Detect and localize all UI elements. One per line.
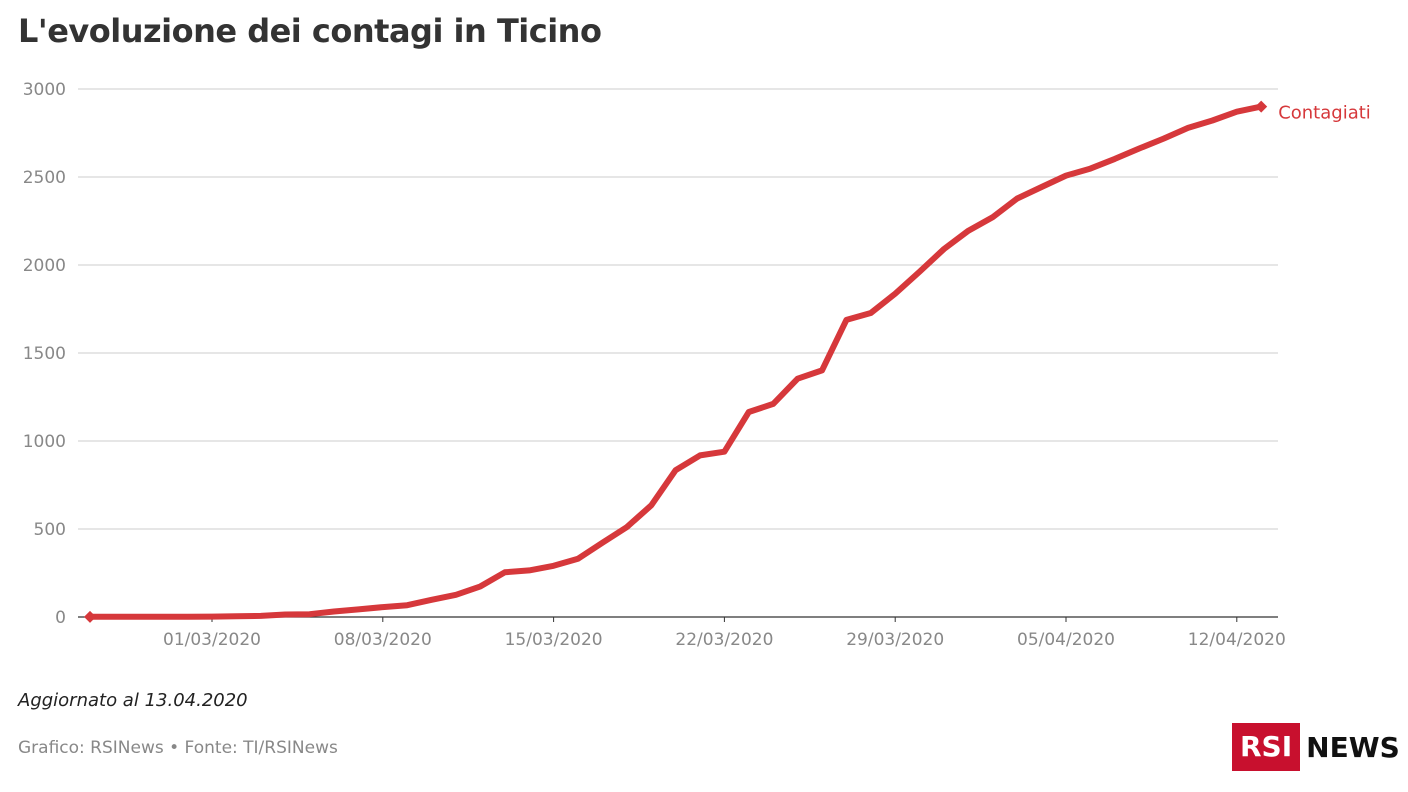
- y-tick-label: 1000: [23, 432, 66, 452]
- x-tick-label: 12/04/2020: [1188, 630, 1286, 650]
- y-tick-label: 1500: [23, 344, 66, 364]
- updated-note: Aggiornato al 13.04.2020: [18, 690, 248, 711]
- x-tick-label: 05/04/2020: [1017, 630, 1115, 650]
- chart-title: L'evoluzione dei contagi in Ticino: [18, 12, 602, 50]
- x-tick-label: 29/03/2020: [846, 630, 944, 650]
- x-tick-label: 15/03/2020: [505, 630, 603, 650]
- x-tick-label: 22/03/2020: [675, 630, 773, 650]
- y-tick-label: 0: [55, 608, 66, 628]
- y-tick-label: 2500: [23, 168, 66, 188]
- x-tick-label: 08/03/2020: [334, 630, 432, 650]
- source-note: Grafico: RSINews • Fonte: TI/RSINews: [18, 738, 338, 758]
- logo-news: NEWS: [1306, 730, 1400, 764]
- y-tick-label: 2000: [23, 256, 66, 276]
- logo-rsi: RSI: [1232, 723, 1301, 771]
- series-label: Contagiati: [1278, 103, 1371, 124]
- series-line-contagiati: [87, 103, 1265, 620]
- y-axis-ticks: 0 500 1000 1500 2000 2500 3000: [23, 80, 66, 628]
- x-tick-label: 01/03/2020: [163, 630, 261, 650]
- y-tick-label: 500: [34, 520, 66, 540]
- x-axis-ticks: 01/03/2020 08/03/2020 15/03/2020 22/03/2020…: [163, 617, 1286, 650]
- series-end-marker: [1255, 100, 1268, 113]
- line-chart: 0 500 1000 1500 2000 2500 3000 01/03/2020 08/03…: [23, 80, 1371, 650]
- rsi-news-logo: RSI NEWS: [1232, 723, 1400, 771]
- series-start-marker: [84, 610, 96, 623]
- y-tick-label: 3000: [23, 80, 66, 100]
- series-group: Contagiati: [84, 100, 1371, 623]
